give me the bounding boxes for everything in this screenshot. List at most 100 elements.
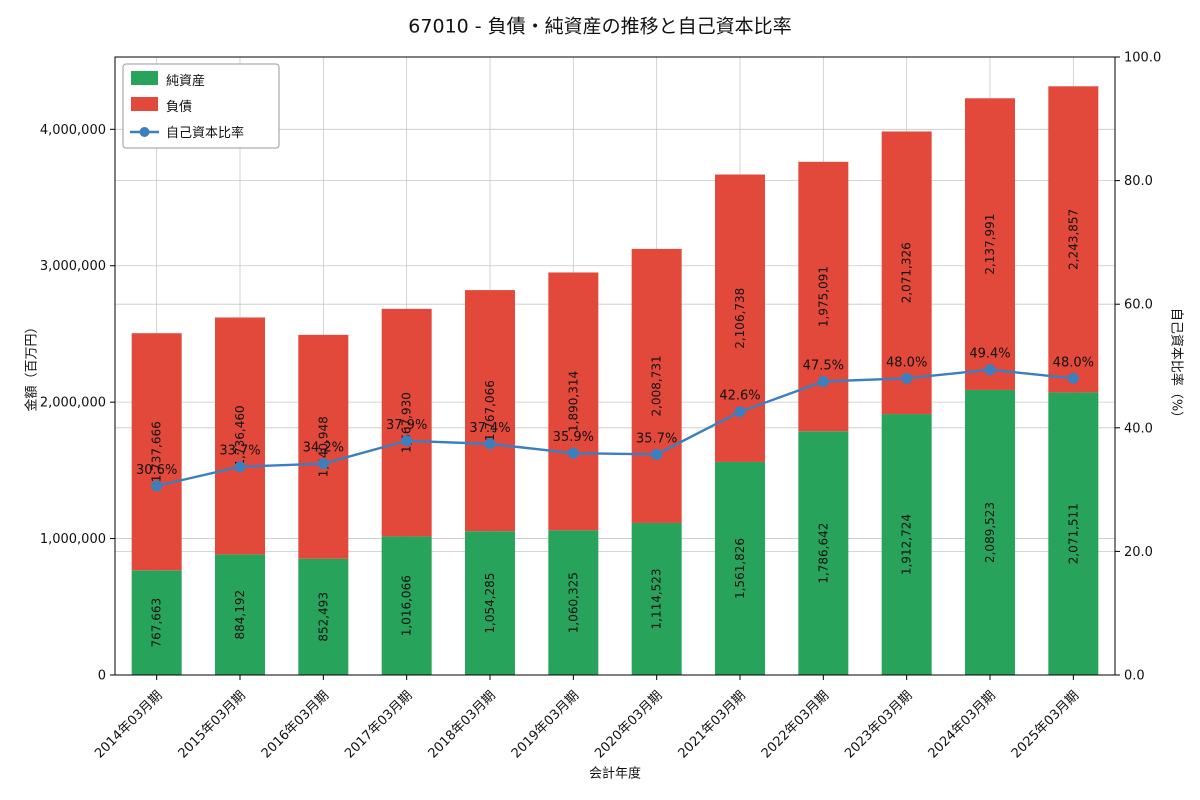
svg-text:1,912,724: 1,912,724 (900, 514, 914, 575)
svg-text:2022年03月期: 2022年03月期 (759, 688, 832, 761)
bar-segment-net-assets (298, 558, 349, 675)
bar-segment-net-assets (965, 389, 1015, 675)
bar-segment-net-assets (131, 570, 182, 675)
bar-segment-liabilities (1048, 86, 1099, 393)
legend-swatch (131, 71, 158, 85)
svg-text:40.0: 40.0 (1124, 421, 1153, 436)
svg-text:48.0%: 48.0% (886, 355, 927, 370)
equity-ratio-marker (234, 461, 246, 473)
equity-ratio-marker (317, 458, 329, 470)
svg-text:2014年03月期: 2014年03月期 (92, 688, 165, 761)
bar-segment-liabilities (381, 308, 432, 537)
bar-segment-liabilities (298, 334, 349, 559)
svg-text:1,054,285: 1,054,285 (483, 573, 497, 634)
bar-segment-net-assets (465, 531, 515, 675)
legend-label: 純資産 (166, 73, 205, 89)
svg-text:1,890,314: 1,890,314 (566, 371, 580, 432)
svg-text:1,060,325: 1,060,325 (566, 572, 580, 633)
svg-text:1,000,000: 1,000,000 (40, 532, 106, 547)
equity-ratio-marker (567, 447, 579, 459)
y-right-tick-labels: 0.0 20.0 40.0 60.0 80.0 100.0 (1124, 51, 1161, 684)
svg-text:2023年03月期: 2023年03月期 (842, 688, 915, 761)
axis-ticks (110, 56, 1120, 680)
bars-net-assets (131, 389, 1099, 675)
svg-text:1,561,826: 1,561,826 (733, 538, 747, 599)
svg-text:48.0%: 48.0% (1053, 355, 1094, 370)
svg-text:80.0: 80.0 (1124, 174, 1153, 189)
svg-text:2,071,326: 2,071,326 (900, 242, 914, 303)
equity-ratio-labels: 30.6% 33.7% 34.2% 37.9% 37.4% 35.9% 35.7% 42.6%… (136, 347, 1094, 478)
bars-liabilities (131, 86, 1099, 571)
equity-ratio-marker (401, 435, 413, 447)
svg-text:0.0: 0.0 (1124, 669, 1145, 684)
svg-text:3,000,000: 3,000,000 (40, 259, 106, 274)
svg-text:2,008,731: 2,008,731 (650, 355, 664, 416)
x-axis-label: 会計年度 (588, 766, 642, 782)
plot-border (114, 56, 1116, 676)
equity-ratio-marker (1067, 372, 1079, 384)
bar-segment-net-assets (215, 554, 265, 675)
svg-text:42.6%: 42.6% (719, 389, 760, 404)
svg-text:2015年03月期: 2015年03月期 (176, 688, 249, 761)
chart-title: 67010 - 負債・純資産の推移と自己資本比率 (408, 15, 792, 38)
bar-segment-net-assets (798, 431, 849, 675)
bar-segment-liabilities (131, 333, 182, 571)
bar-segment-net-assets (1048, 392, 1099, 675)
y-right-axis-label: 自己資本比率（%） (1168, 307, 1184, 425)
svg-text:767,663: 767,663 (150, 598, 164, 648)
svg-text:4,000,000: 4,000,000 (40, 123, 106, 138)
svg-text:100.0: 100.0 (1124, 51, 1161, 66)
equity-ratio-marker (484, 438, 496, 450)
equity-ratio-marker (734, 406, 746, 418)
svg-text:1,016,066: 1,016,066 (400, 575, 414, 636)
svg-text:2021年03月期: 2021年03月期 (676, 688, 749, 761)
svg-text:2019年03月期: 2019年03月期 (509, 688, 582, 761)
svg-text:49.4%: 49.4% (969, 347, 1010, 362)
svg-text:2024年03月期: 2024年03月期 (926, 688, 999, 761)
svg-text:35.7%: 35.7% (636, 431, 677, 446)
bar-segment-liabilities (631, 248, 682, 523)
bar-segment-net-assets (715, 461, 765, 675)
svg-text:2017年03月期: 2017年03月期 (342, 688, 415, 761)
svg-text:2018年03月期: 2018年03月期 (426, 688, 499, 761)
bar-segment-net-assets (381, 536, 432, 675)
svg-text:1,736,460: 1,736,460 (233, 405, 247, 466)
equity-ratio-marker (984, 364, 996, 376)
equity-ratio-marker (901, 372, 913, 384)
svg-text:1,975,091: 1,975,091 (816, 266, 830, 327)
svg-text:34.2%: 34.2% (303, 441, 344, 456)
svg-text:60.0: 60.0 (1124, 298, 1153, 313)
bar-segment-liabilities (965, 98, 1015, 390)
y-left-tick-labels: 0 1,000,000 2,000,000 3,000,000 4,000,000 (40, 123, 106, 684)
svg-text:0: 0 (98, 669, 106, 684)
legend-swatch (131, 97, 158, 111)
svg-text:2025年03月期: 2025年03月期 (1009, 688, 1082, 761)
bar-segment-net-assets (548, 530, 599, 675)
svg-text:1,737,666: 1,737,666 (150, 421, 164, 482)
svg-text:2,000,000: 2,000,000 (40, 396, 106, 411)
svg-text:1,767,066: 1,767,066 (483, 380, 497, 441)
svg-text:2,089,523: 2,089,523 (983, 502, 997, 563)
bar-segment-liabilities (548, 272, 599, 531)
svg-text:2,071,511: 2,071,511 (1066, 503, 1080, 564)
legend-label: 自己資本比率 (166, 125, 244, 141)
svg-text:852,493: 852,493 (316, 592, 330, 642)
svg-text:1,786,642: 1,786,642 (816, 523, 830, 584)
svg-text:2,243,857: 2,243,857 (1066, 209, 1080, 270)
bar-segment-liabilities (215, 317, 265, 555)
equity-ratio-line (151, 364, 1079, 492)
svg-text:33.7%: 33.7% (219, 444, 260, 459)
legend-label: 負債 (166, 100, 192, 115)
y-left-axis-label: 金額（百万円） (24, 320, 40, 412)
bar-segment-liabilities (881, 131, 932, 415)
svg-text:1,114,523: 1,114,523 (650, 568, 664, 629)
svg-text:30.6%: 30.6% (136, 463, 177, 478)
x-tick-labels: 2014年03月期 2015年03月期 2016年03月期 2017年03月期 2018… (92, 688, 1082, 761)
svg-text:37.4%: 37.4% (469, 421, 510, 436)
svg-text:20.0: 20.0 (1124, 545, 1153, 560)
legend-box (122, 63, 280, 149)
bar-segment-net-assets (631, 522, 682, 675)
